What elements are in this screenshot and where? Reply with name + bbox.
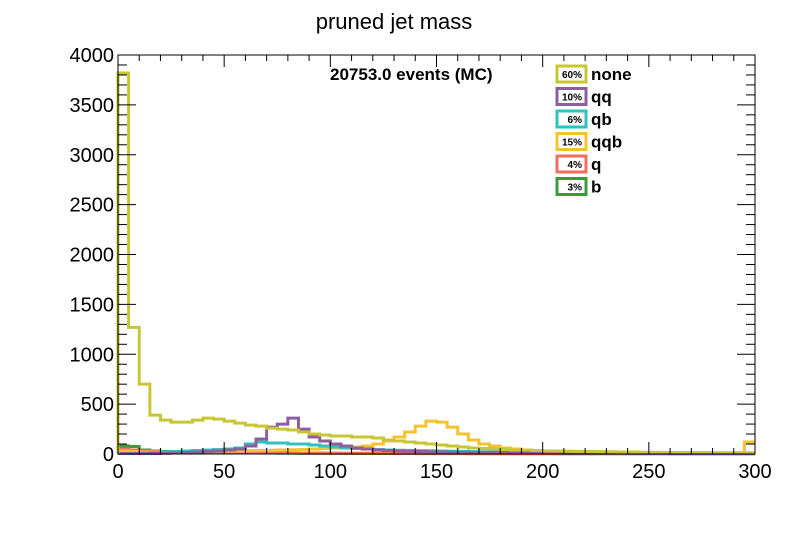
x-tick-label: 0 bbox=[112, 461, 123, 483]
legend-label-q: q bbox=[591, 155, 601, 174]
legend: 60% none 10% qq 6% qb 15% qqb 4% q 3% b bbox=[555, 64, 632, 197]
legend-percent-none: 60% bbox=[562, 70, 582, 81]
legend-percent-qq: 10% bbox=[562, 93, 582, 104]
tick-labels-layer: 0 50 100 150 200 250 3000500100015002000250030… bbox=[70, 45, 772, 483]
x-tick-label: 50 bbox=[213, 461, 235, 483]
y-tick-label: 1500 bbox=[70, 294, 115, 316]
x-tick-label: 250 bbox=[632, 461, 665, 483]
y-tick-label: 0 bbox=[103, 444, 114, 466]
x-tick-label: 100 bbox=[314, 461, 347, 483]
y-tick-label: 2500 bbox=[70, 195, 115, 217]
legend-swatch-none bbox=[555, 64, 588, 84]
events-annotation: 20753.0 events (MC) bbox=[330, 65, 493, 84]
series-line-none bbox=[116, 71, 755, 455]
legend-swatch-qq bbox=[555, 87, 588, 106]
legend-label-none: none bbox=[591, 65, 632, 84]
legend-label-qq: qq bbox=[591, 88, 612, 107]
legend-label-b: b bbox=[591, 178, 601, 197]
series-layer bbox=[116, 71, 755, 456]
legend-percent-b: 3% bbox=[568, 183, 583, 194]
y-tick-label: 500 bbox=[81, 394, 114, 416]
legend-percent-qqb: 15% bbox=[562, 138, 582, 149]
x-tick-label: 150 bbox=[420, 461, 453, 483]
chart-title: pruned jet mass bbox=[316, 9, 473, 34]
legend-swatch-b bbox=[555, 177, 588, 196]
legend-label-qb: qb bbox=[591, 110, 612, 129]
y-tick-label: 2000 bbox=[70, 245, 115, 267]
legend-swatch-qb bbox=[555, 109, 588, 129]
y-tick-label: 3000 bbox=[70, 145, 115, 167]
legend-percent-qb: 6% bbox=[568, 115, 583, 126]
y-tick-label: 3500 bbox=[70, 95, 115, 117]
x-tick-label: 300 bbox=[738, 461, 771, 483]
legend-label-qqb: qqb bbox=[591, 133, 622, 152]
x-tick-label: 200 bbox=[526, 461, 559, 483]
legend-swatch-qqb bbox=[555, 132, 588, 151]
y-tick-label: 4000 bbox=[70, 45, 115, 67]
ticks-layer bbox=[117, 54, 756, 455]
plot-frame bbox=[117, 54, 756, 455]
y-tick-label: 1000 bbox=[70, 344, 115, 366]
legend-swatch-q bbox=[555, 154, 588, 174]
legend-percent-q: 4% bbox=[568, 160, 583, 171]
